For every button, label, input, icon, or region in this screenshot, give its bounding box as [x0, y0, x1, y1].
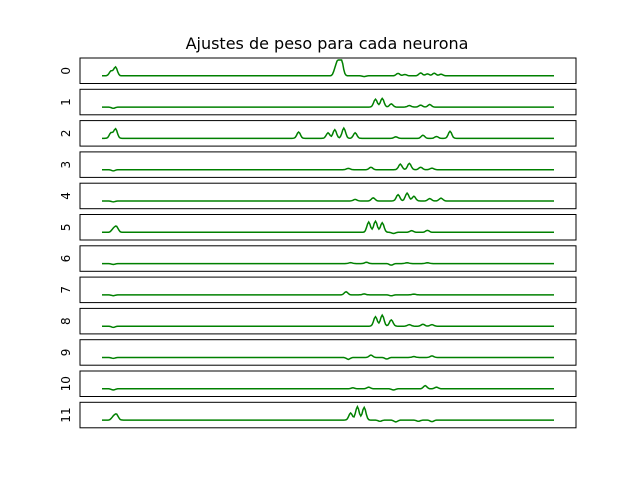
series-line-1 [102, 97, 554, 110]
panel-frame-4 [79, 182, 577, 210]
series-line-11 [102, 404, 554, 423]
panel-frame-5 [79, 214, 577, 241]
series-line-9 [102, 354, 554, 361]
row-label-0: 0 [59, 67, 73, 75]
panels-group: 0 1 2 3 4 5 6 7 8 9 10 11 [59, 57, 577, 429]
panel-frame-2 [79, 120, 577, 147]
panel-frame-1 [79, 88, 577, 116]
panel-frame-6 [79, 245, 577, 272]
row-label-11: 11 [59, 407, 73, 422]
series-line-6 [102, 261, 554, 266]
row-label-6: 6 [59, 255, 73, 263]
panel-frame-9 [79, 339, 577, 366]
row-label-2: 2 [59, 130, 73, 138]
series-line-2 [102, 126, 554, 140]
row-label-5: 5 [59, 223, 73, 231]
series-line-7 [102, 290, 554, 297]
chart-title: Ajustes de peso para cada neurona [186, 34, 469, 53]
panel-frame-0 [79, 57, 577, 84]
row-label-3: 3 [59, 161, 73, 169]
panel-frame-10 [79, 370, 577, 397]
row-label-8: 8 [59, 317, 73, 325]
series-line-8 [102, 313, 554, 329]
row-label-4: 4 [59, 192, 73, 200]
series-line-10 [102, 384, 554, 391]
series-line-0 [102, 59, 554, 78]
panel-frame-11 [79, 401, 577, 429]
row-label-9: 9 [59, 349, 73, 357]
panel-frame-7 [79, 276, 577, 304]
panel-frame-3 [79, 151, 577, 178]
series-line-3 [102, 162, 554, 172]
panel-frame-8 [79, 307, 577, 335]
row-label-10: 10 [59, 376, 73, 391]
series-line-5 [102, 219, 554, 235]
row-label-7: 7 [59, 286, 73, 294]
series-line-4 [102, 191, 554, 203]
row-label-1: 1 [59, 98, 73, 106]
